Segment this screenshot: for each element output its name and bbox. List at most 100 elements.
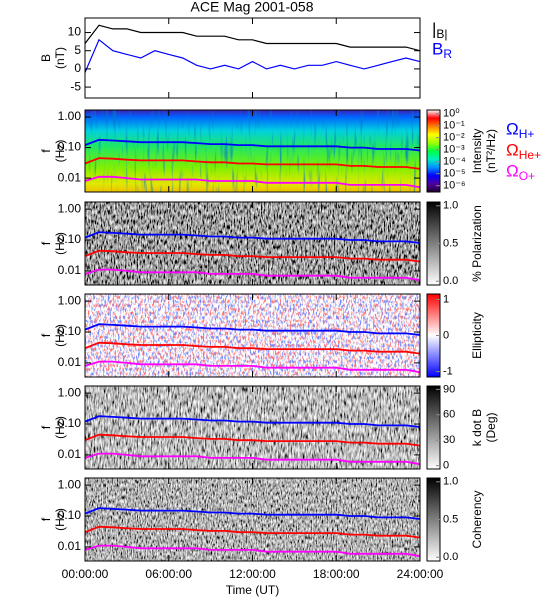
panel: 1.00 0.10 0.01 f (Hz) 0 30 60 90 k dot B (Deg) bbox=[39, 383, 498, 471]
y-tick-label: 0.10 bbox=[58, 232, 82, 246]
spectrogram-image bbox=[85, 202, 420, 285]
spectrogram-image bbox=[85, 386, 420, 469]
y-axis-label: f bbox=[39, 149, 53, 153]
series-line bbox=[85, 323, 420, 336]
series-line bbox=[85, 38, 420, 73]
series-line bbox=[85, 415, 420, 428]
colorbar-tick-label: 0 bbox=[443, 329, 449, 341]
y-axis-label: (Hz) bbox=[53, 416, 67, 439]
colorbar-tick-label: -1 bbox=[443, 365, 453, 377]
plot-frame bbox=[84, 17, 421, 99]
spectrogram-texture bbox=[85, 110, 420, 192]
colorbar-label: Ellipticity bbox=[470, 312, 484, 359]
series-line bbox=[85, 249, 420, 263]
colorbar-tick-label: 90 bbox=[443, 383, 455, 395]
colorbar bbox=[426, 385, 441, 470]
colorbar-label: (Deg) bbox=[484, 412, 498, 442]
series-line bbox=[85, 24, 420, 52]
colorbar bbox=[426, 109, 441, 193]
colorbar-tick-label: 0.0 bbox=[443, 275, 458, 287]
y-tick-label: 0.10 bbox=[58, 140, 82, 154]
colorbar-tick-label: 0.0 bbox=[443, 551, 458, 563]
lines bbox=[85, 24, 420, 73]
legend-label: ΩO+ bbox=[506, 161, 535, 183]
panel: 1.00 0.10 0.01 f (Hz) 10⁰10⁻¹10⁻²10⁻³10⁻⁴10⁻⁵… bbox=[39, 108, 498, 193]
y-axis-label: f bbox=[39, 425, 53, 429]
colorbar-tick-label: 10⁻⁴ bbox=[443, 156, 466, 168]
y-tick-label: 0.01 bbox=[58, 539, 82, 553]
series-line bbox=[85, 231, 420, 244]
y-tick-label: 1.00 bbox=[58, 201, 82, 215]
colorbar-tick-label: 0 bbox=[443, 460, 449, 472]
colorbar-tick-label: 60 bbox=[443, 409, 455, 421]
colorbar-label: k dot B bbox=[470, 409, 484, 446]
y-tick-label: 0.10 bbox=[58, 416, 82, 430]
panel: -5 0 5 10 B (nT) bbox=[39, 17, 421, 99]
colorbar-tick-label: 10⁰ bbox=[443, 108, 460, 120]
y-tick-label: 10 bbox=[68, 25, 82, 39]
series-line bbox=[85, 341, 420, 355]
y-tick-label: 5 bbox=[74, 43, 81, 57]
legend-label: ΩH+ bbox=[506, 119, 534, 141]
series-line bbox=[85, 175, 420, 189]
series-line bbox=[85, 544, 420, 558]
y-tick-label: 0.01 bbox=[58, 447, 82, 461]
y-axis-label: (Hz) bbox=[53, 324, 67, 347]
y-axis-label: B bbox=[39, 54, 53, 62]
lines bbox=[85, 323, 420, 374]
lines bbox=[85, 231, 420, 282]
y-axis-label: (Hz) bbox=[53, 140, 67, 163]
y-axis-label: (Hz) bbox=[53, 508, 67, 531]
y-axis-label: f bbox=[39, 241, 53, 245]
colorbar-tick-label: 0.5 bbox=[443, 237, 458, 249]
legend-label: ΩHe+ bbox=[506, 140, 541, 162]
y-tick-label: 1.00 bbox=[58, 477, 82, 491]
lines bbox=[85, 415, 420, 466]
colorbar-tick-label: 10⁻¹ bbox=[443, 120, 465, 132]
y-tick-label: 0.10 bbox=[58, 508, 82, 522]
x-tick-label: 24:00:00 bbox=[397, 567, 444, 581]
y-tick-label: -5 bbox=[70, 79, 81, 93]
colorbar-tick-label: 1.0 bbox=[443, 476, 458, 488]
y-tick-label: 0.01 bbox=[58, 263, 82, 277]
colorbar-tick-label: 0.5 bbox=[443, 513, 458, 525]
colorbar-tick-label: 10⁻² bbox=[443, 132, 465, 144]
x-axis-label: Time (UT) bbox=[226, 583, 280, 597]
y-tick-label: 0 bbox=[74, 61, 81, 75]
legend-label: BR bbox=[432, 39, 452, 61]
legend-label: |B| bbox=[432, 19, 448, 41]
panel: 1.00 0.10 0.01 f (Hz) -1 0 1 Ellipticity bbox=[39, 293, 484, 378]
series-line bbox=[85, 360, 420, 374]
y-tick-label: 1.00 bbox=[58, 385, 82, 399]
x-tick-label: 12:00:00 bbox=[229, 567, 276, 581]
spectrogram-image bbox=[85, 478, 420, 561]
panel: 1.00 0.10 0.01 00:00:00 06:00:00 12:00:00 18:0… bbox=[39, 476, 484, 597]
y-axis-label: (nT) bbox=[53, 47, 67, 69]
colorbar-tick-label: 10⁻³ bbox=[443, 144, 465, 156]
lines bbox=[85, 138, 420, 189]
colorbar-tick-label: 10⁻⁵ bbox=[443, 168, 466, 180]
colorbar-tick-label: 30 bbox=[443, 434, 455, 446]
colorbar-label: (nT²/Hz) bbox=[484, 129, 498, 173]
y-axis-label: f bbox=[39, 517, 53, 521]
series-line bbox=[85, 525, 420, 539]
y-tick-label: 0.01 bbox=[58, 170, 82, 184]
lines bbox=[85, 507, 420, 558]
colorbar-label: Coherency bbox=[470, 490, 484, 548]
series-line bbox=[85, 157, 420, 170]
x-tick-label: 18:00:00 bbox=[313, 567, 360, 581]
series-line bbox=[85, 138, 420, 152]
panel: 1.00 0.10 0.01 f (Hz) 0.0 0.5 1.0 % Polarization bbox=[39, 200, 484, 287]
colorbar-tick-label: 1.0 bbox=[443, 200, 458, 212]
y-tick-label: 1.00 bbox=[58, 109, 82, 123]
series-line bbox=[85, 433, 420, 447]
colorbar-label: % Polarization bbox=[470, 205, 484, 282]
y-tick-label: 1.00 bbox=[58, 293, 82, 307]
series-line bbox=[85, 268, 420, 282]
colorbar-tick-label: 10⁻⁶ bbox=[443, 180, 466, 192]
x-tick-label: 00:00:00 bbox=[62, 567, 109, 581]
y-tick-label: 0.01 bbox=[58, 355, 82, 369]
series-line bbox=[85, 507, 420, 520]
